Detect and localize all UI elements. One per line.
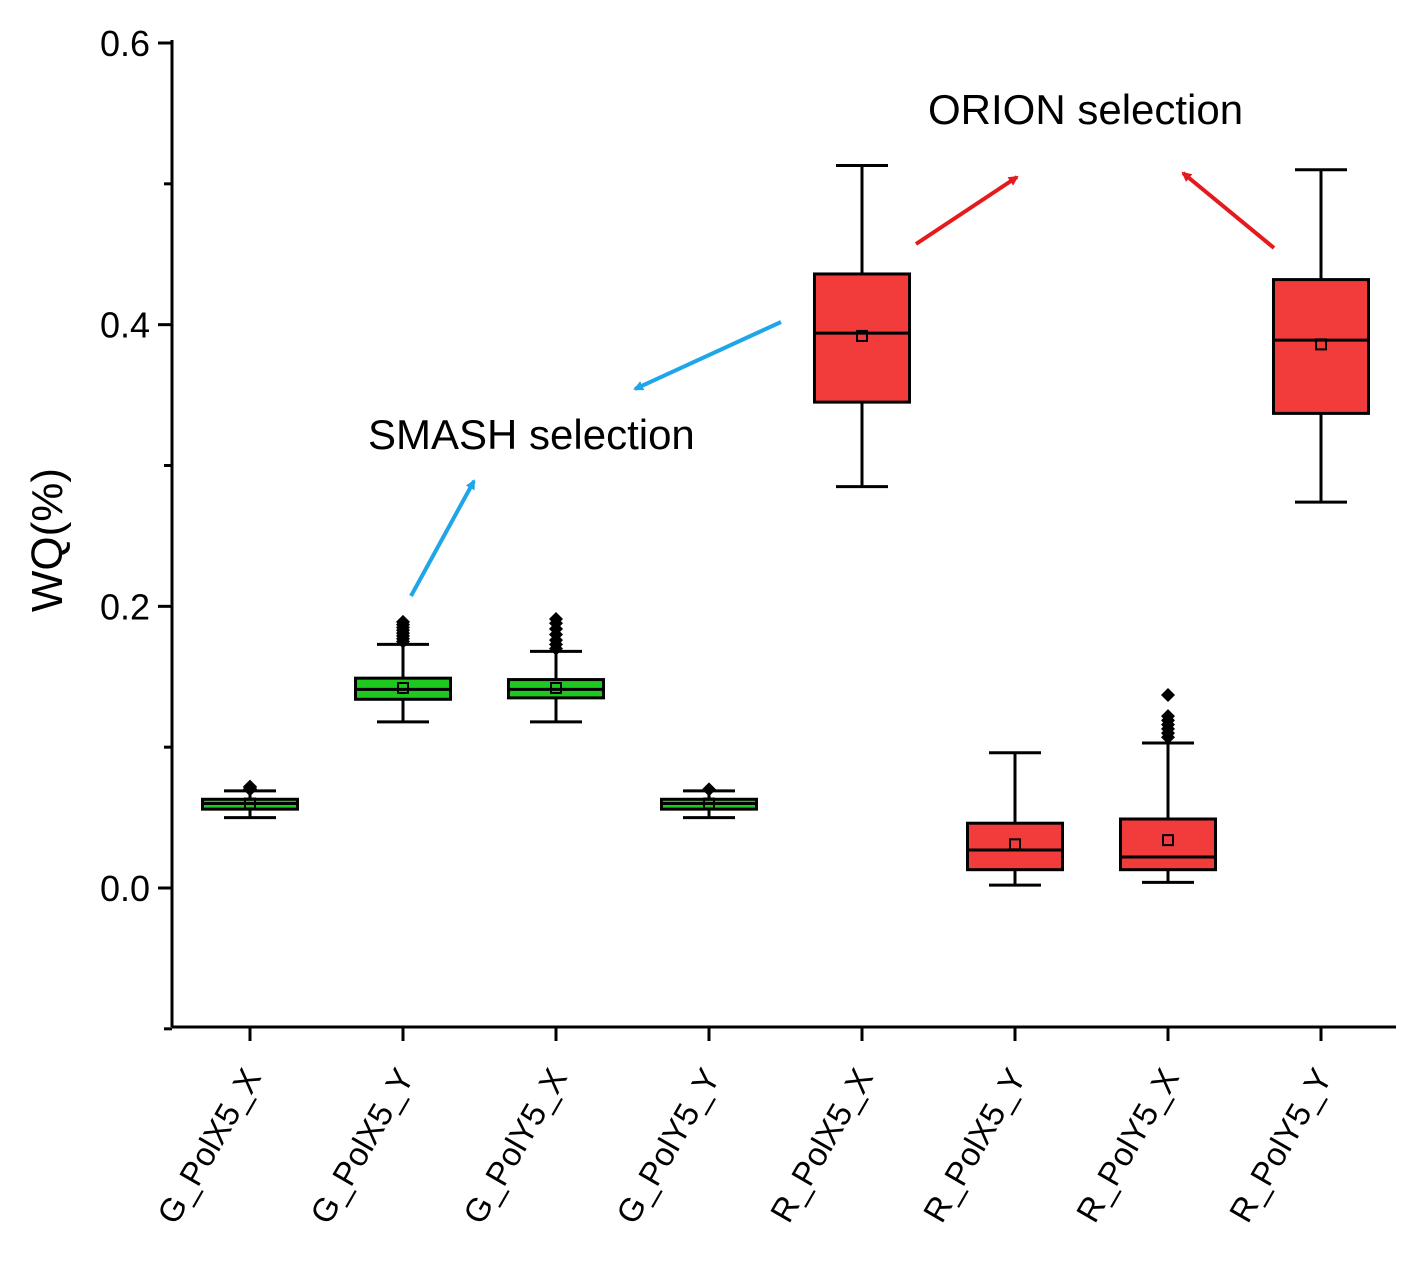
- box-iqr: [966, 821, 1064, 872]
- mean-marker: [397, 682, 409, 695]
- outlier-point: [1161, 709, 1175, 724]
- box-G_PolX5_X: [201, 779, 299, 820]
- box-G_PolY5_Y: [660, 782, 758, 820]
- box-iqr: [1272, 278, 1370, 415]
- mean-marker: [856, 329, 868, 342]
- mean-marker: [244, 797, 256, 810]
- outlier-point: [702, 782, 716, 797]
- axes: 0.0 0.2 0.4 0.6 G_PolX5_X G_PolX5_Y G_PolY5_X G…: [100, 23, 1396, 1230]
- outlier-point: [243, 779, 257, 794]
- x-tick-label: R_PolY5_Y: [1222, 1062, 1339, 1228]
- x-tick-label: R_PolY5_X: [1069, 1062, 1186, 1228]
- y-tick-label: 0.6: [100, 23, 150, 64]
- outlier-point: [396, 614, 410, 629]
- orion-arrow-left: [914, 175, 1019, 246]
- x-tick-label: G_PolX5_X: [150, 1062, 268, 1230]
- x-tick-label: R_PolX5_Y: [916, 1062, 1033, 1228]
- mean-marker: [1162, 834, 1174, 847]
- smash-arrow-from-orion: [633, 320, 782, 391]
- box-R_PolX5_X: [813, 164, 911, 489]
- box-iqr: [813, 272, 911, 404]
- mean-marker: [1009, 838, 1021, 851]
- mean-marker: [1315, 338, 1327, 351]
- box-G_PolX5_Y: [354, 614, 452, 724]
- y-tick-label: 0.2: [100, 586, 150, 627]
- orion-arrow-right: [1181, 171, 1276, 250]
- y-axis-label: WQ(%): [23, 468, 72, 612]
- outlier-point: [1161, 688, 1175, 703]
- x-tick-label: G_PolX5_Y: [303, 1062, 421, 1230]
- x-tick-label: R_PolX5_X: [763, 1062, 880, 1228]
- y-tick-label: 0.4: [100, 305, 150, 346]
- annotations: ORION selection SMASH selection: [368, 86, 1276, 597]
- smash-selection-label: SMASH selection: [368, 411, 695, 458]
- orion-selection-label: ORION selection: [928, 86, 1243, 133]
- smash-arrow-from-green: [409, 479, 476, 597]
- mean-marker: [703, 797, 715, 810]
- box-R_PolY5_Y: [1272, 168, 1370, 504]
- plot-area: [201, 164, 1370, 887]
- outlier-point: [549, 612, 563, 627]
- mean-marker: [550, 682, 562, 695]
- box-R_PolX5_Y: [966, 751, 1064, 887]
- x-tick-label: G_PolY5_X: [456, 1062, 574, 1230]
- box-R_PolY5_X: [1119, 688, 1217, 884]
- x-tick-label: G_PolY5_Y: [609, 1062, 727, 1230]
- y-tick-label: 0.0: [100, 868, 150, 909]
- box-G_PolY5_X: [507, 612, 605, 724]
